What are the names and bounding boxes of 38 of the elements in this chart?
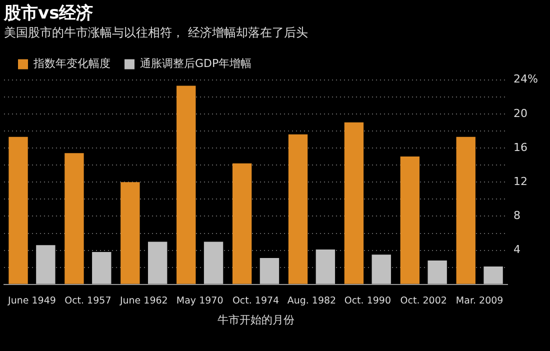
bar xyxy=(120,182,140,284)
x-tick-label: Aug. 1982 xyxy=(287,296,336,307)
bar xyxy=(372,254,391,284)
bar xyxy=(316,249,336,284)
x-tick-label: Oct. 1974 xyxy=(232,296,280,307)
y-tick-label: 16 xyxy=(514,140,528,154)
bar xyxy=(400,156,420,284)
x-tick-label: Oct. 1957 xyxy=(64,296,112,307)
bar xyxy=(260,258,280,284)
bar xyxy=(456,136,476,284)
x-tick-label: May 1970 xyxy=(176,296,224,307)
x-tick-label: June 1949 xyxy=(7,296,56,307)
y-tick-label: 12 xyxy=(514,174,528,188)
x-tick-label: June 1962 xyxy=(118,296,168,307)
bar xyxy=(428,260,447,284)
bar xyxy=(288,134,308,284)
chart-title: 股市vs经济 xyxy=(3,4,94,24)
bar xyxy=(484,266,503,284)
bar xyxy=(64,153,84,284)
y-tick-label: 8 xyxy=(514,209,521,222)
bar xyxy=(36,245,56,284)
bar xyxy=(204,242,224,284)
bar xyxy=(344,122,364,284)
x-tick-label: Mar. 2009 xyxy=(456,296,504,307)
chart-subtitle: 美国股市的牛市涨幅与以往相符， 经济增幅却落在了后头 xyxy=(4,26,308,40)
legend-label: 指数年变化幅度 xyxy=(32,57,110,70)
bar xyxy=(92,252,112,284)
x-axis-title: 牛市开始的月份 xyxy=(217,313,294,326)
bar xyxy=(148,242,168,284)
x-tick-label: Oct. 2002 xyxy=(400,296,447,307)
bar xyxy=(232,163,252,284)
y-tick-label: 4 xyxy=(514,243,521,256)
x-tick-label: Oct. 1990 xyxy=(344,296,392,307)
legend-label: 通胀调整后GDP年增幅 xyxy=(140,57,252,70)
bar xyxy=(8,136,28,284)
y-tick-label: 20 xyxy=(514,106,528,120)
bar xyxy=(176,86,196,284)
y-tick-label: 24% xyxy=(514,72,538,86)
